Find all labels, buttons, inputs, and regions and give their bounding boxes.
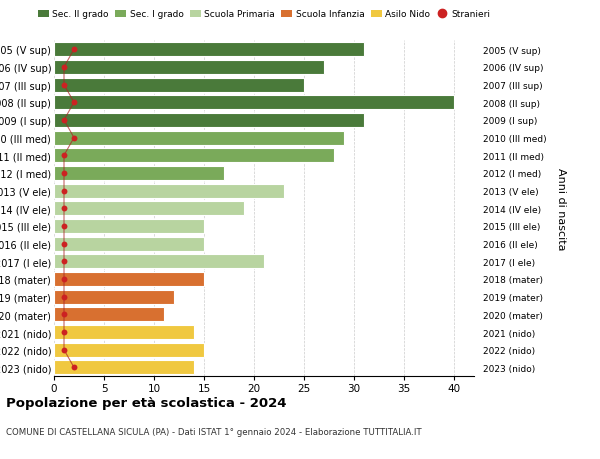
Text: COMUNE DI CASTELLANA SICULA (PA) - Dati ISTAT 1° gennaio 2024 - Elaborazione TUT: COMUNE DI CASTELLANA SICULA (PA) - Dati … [6,427,422,436]
Point [59,152,69,160]
Bar [54,96,454,110]
Point [59,64,69,72]
Point [59,82,69,89]
Point [59,117,69,124]
Bar [54,255,264,269]
Bar [54,360,194,375]
Bar [54,114,364,128]
Y-axis label: Anni di nascita: Anni di nascita [556,168,566,250]
Bar [54,202,244,216]
Point [59,205,69,213]
Point [69,134,79,142]
Point [69,99,79,106]
Bar [54,290,174,304]
Bar [54,149,334,163]
Bar [54,325,194,339]
Point [59,258,69,265]
Legend: Sec. II grado, Sec. I grado, Scuola Primaria, Scuola Infanzia, Asilo Nido, Stran: Sec. II grado, Sec. I grado, Scuola Prim… [34,7,494,23]
Point [59,170,69,177]
Point [59,188,69,195]
Bar [54,131,344,146]
Bar [54,184,284,198]
Point [59,241,69,248]
Point [59,276,69,283]
Bar [54,61,324,75]
Point [69,46,79,54]
Bar [54,343,204,357]
Bar [54,43,364,57]
Point [59,346,69,353]
Point [59,329,69,336]
Point [69,364,79,371]
Point [59,223,69,230]
Point [59,311,69,319]
Bar [54,219,204,234]
Bar [54,272,204,286]
Bar [54,308,164,322]
Bar [54,237,204,251]
Bar [54,78,304,92]
Point [59,293,69,301]
Text: Popolazione per età scolastica - 2024: Popolazione per età scolastica - 2024 [6,396,287,409]
Bar [54,167,224,181]
